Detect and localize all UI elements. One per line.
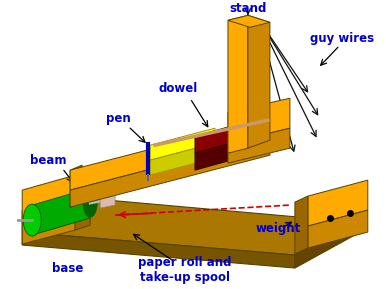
Text: paper roll and
take-up spool: paper roll and take-up spool	[138, 256, 232, 284]
Polygon shape	[295, 222, 355, 268]
Polygon shape	[308, 210, 368, 248]
Polygon shape	[228, 15, 248, 153]
Polygon shape	[150, 143, 215, 175]
Polygon shape	[70, 138, 270, 207]
Polygon shape	[22, 198, 355, 255]
Polygon shape	[22, 232, 295, 268]
Text: guy wires: guy wires	[310, 32, 374, 45]
Text: pen: pen	[106, 112, 130, 125]
Polygon shape	[195, 118, 260, 153]
Polygon shape	[228, 98, 290, 143]
Polygon shape	[70, 118, 270, 190]
Text: stand: stand	[229, 2, 267, 15]
Polygon shape	[150, 128, 215, 160]
Polygon shape	[308, 180, 368, 226]
Polygon shape	[248, 15, 270, 148]
Polygon shape	[75, 170, 90, 230]
Polygon shape	[32, 188, 90, 235]
Polygon shape	[295, 196, 308, 254]
Ellipse shape	[83, 189, 97, 217]
Text: base: base	[52, 262, 84, 275]
Polygon shape	[22, 175, 75, 222]
Polygon shape	[22, 208, 75, 244]
Text: beam: beam	[30, 154, 66, 167]
Polygon shape	[195, 135, 260, 170]
Polygon shape	[228, 15, 270, 27]
Polygon shape	[100, 192, 115, 208]
Polygon shape	[70, 165, 82, 207]
Polygon shape	[228, 128, 290, 163]
Text: dowel: dowel	[158, 82, 198, 95]
Text: weight: weight	[255, 222, 301, 235]
Ellipse shape	[23, 204, 41, 236]
